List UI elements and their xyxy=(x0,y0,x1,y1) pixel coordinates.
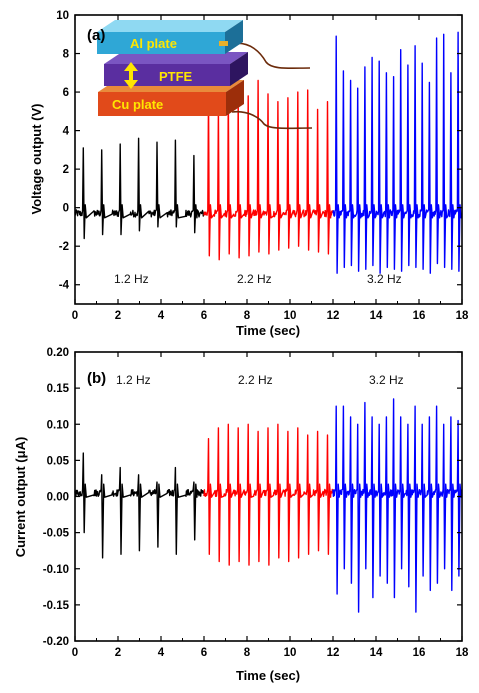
current-x-tick-label: 18 xyxy=(456,647,469,659)
freq-label-2-2hz: 2.2 Hz xyxy=(237,272,272,286)
panel-b: 0 2 4 6 8 10 12 14 16 18 -0.20 -0.15 -0.10 -0.05 0.00 0… xyxy=(13,347,469,683)
voltage-y-tick-label: 2 xyxy=(63,164,69,176)
current-y-tick-label: -0.15 xyxy=(43,600,70,612)
ptfe-label: PTFE xyxy=(159,69,193,84)
current-x-tick-label: 14 xyxy=(370,647,383,659)
current-y-tick-label: 0.15 xyxy=(47,383,70,395)
current-series-3 xyxy=(332,398,463,613)
voltage-y-tick-label: 10 xyxy=(56,10,69,22)
current-series-1 xyxy=(74,452,205,559)
voltage-x-tick-label: 18 xyxy=(456,310,469,322)
voltage-x-tick-label: 10 xyxy=(284,310,297,322)
panel-a: 0 2 4 6 8 10 12 14 16 18 -4 -2 0 2 4 6 8 10 Cu plate PTFE xyxy=(29,10,469,338)
device-inset: Cu plate PTFE Al plate xyxy=(97,20,313,130)
current-x-tick-label: 0 xyxy=(72,647,78,659)
inset-wire-top xyxy=(227,42,311,70)
voltage-x-tick-label: 14 xyxy=(370,310,383,322)
voltage-series-2 xyxy=(203,79,334,261)
current-y-tick-label: 0.05 xyxy=(47,455,70,467)
current-plot-frame xyxy=(74,351,463,642)
double-arrow-icon xyxy=(124,62,138,89)
voltage-x-axis-label: Time (sec) xyxy=(236,323,300,338)
current-x-tick-label: 8 xyxy=(244,647,251,659)
al-plate-front-face xyxy=(97,32,225,54)
current-x-tick-label: 2 xyxy=(115,647,121,659)
al-plate-top-face xyxy=(97,20,243,32)
current-y-tick-label: -0.05 xyxy=(43,528,70,540)
current-series-group xyxy=(74,398,463,613)
current-x-tick-label: 16 xyxy=(413,647,426,659)
freq-label-1-2hz: 1.2 Hz xyxy=(114,272,149,286)
current-x-axis-label: Time (sec) xyxy=(236,668,300,683)
voltage-x-tick-label: 2 xyxy=(115,310,121,322)
current-x-tick-label: 10 xyxy=(284,647,297,659)
voltage-series-1 xyxy=(74,137,205,240)
voltage-x-tick-label: 16 xyxy=(413,310,426,322)
cu-plate-side-face xyxy=(226,80,244,116)
voltage-x-tick-label: 0 xyxy=(72,310,78,322)
cu-plate-label: Cu plate xyxy=(112,97,163,112)
voltage-ticks: 0 2 4 6 8 10 12 14 16 18 -4 -2 0 2 4 6 8 10 xyxy=(56,10,469,322)
freq-label-2-2hz: 2.2 Hz xyxy=(238,373,273,387)
al-plate-side-face xyxy=(225,20,243,54)
voltage-y-tick-label: -4 xyxy=(59,280,70,292)
voltage-y-tick-label: 0 xyxy=(63,203,69,215)
current-x-tick-label: 4 xyxy=(158,647,165,659)
current-y-tick-label: -0.10 xyxy=(43,564,69,576)
current-y-tick-label: -0.20 xyxy=(43,636,69,648)
current-y-tick-label: 0.20 xyxy=(47,347,69,359)
current-y-tick-label: 0.00 xyxy=(47,492,69,504)
freq-label-3-2hz: 3.2 Hz xyxy=(369,373,404,387)
current-ticks: 0 2 4 6 8 10 12 14 16 18 -0.20 -0.15 -0.10 -0.05 0.00 0… xyxy=(43,347,469,659)
ptfe-top-face xyxy=(104,52,248,64)
cu-plate-front-face xyxy=(98,92,226,116)
current-y-tick-label: 0.10 xyxy=(47,419,69,431)
voltage-x-tick-label: 6 xyxy=(201,310,207,322)
panel-a-label: (a) xyxy=(87,27,105,44)
voltage-series-3 xyxy=(332,31,463,274)
voltage-y-tick-label: -2 xyxy=(59,241,69,253)
al-plate-contact xyxy=(219,41,228,46)
panel-b-label: (b) xyxy=(87,370,106,387)
current-y-axis-label: Current output (μA) xyxy=(13,437,28,558)
voltage-series-group xyxy=(74,31,463,274)
current-series-2 xyxy=(203,423,334,566)
ptfe-side-face xyxy=(230,52,248,86)
current-x-tick-label: 6 xyxy=(201,647,207,659)
al-plate-label: Al plate xyxy=(130,36,177,51)
freq-label-3-2hz: 3.2 Hz xyxy=(367,272,402,286)
inset-wire-bottom xyxy=(231,110,313,130)
voltage-y-axis-label: Voltage output (V) xyxy=(29,104,44,215)
voltage-y-tick-label: 8 xyxy=(63,49,70,61)
voltage-x-tick-label: 8 xyxy=(244,310,251,322)
voltage-x-tick-label: 4 xyxy=(158,310,165,322)
current-x-tick-label: 12 xyxy=(327,647,340,659)
voltage-y-tick-label: 4 xyxy=(63,126,70,138)
freq-label-1-2hz: 1.2 Hz xyxy=(116,373,151,387)
voltage-plot-frame xyxy=(74,14,463,305)
voltage-x-tick-label: 12 xyxy=(327,310,340,322)
voltage-y-tick-label: 6 xyxy=(63,87,69,99)
